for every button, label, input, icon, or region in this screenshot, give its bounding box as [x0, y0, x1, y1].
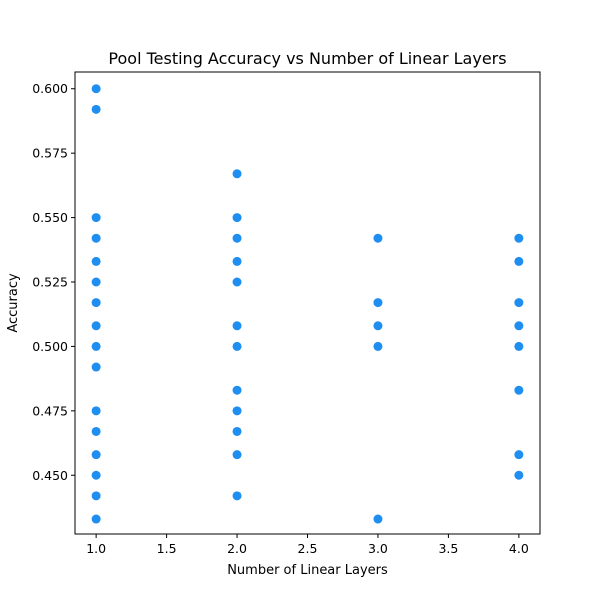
- chart-title: Pool Testing Accuracy vs Number of Linea…: [108, 49, 506, 68]
- y-tick-label: 0.575: [32, 146, 68, 161]
- data-point: [232, 450, 242, 460]
- data-point: [232, 256, 242, 266]
- data-point: [373, 298, 383, 308]
- axis-ticks: 1.0 1.5 2.0 2.5 3.0 3.5 4.0 0.450 0.475 0.500 0.52…: [32, 81, 529, 556]
- data-point: [514, 385, 524, 395]
- x-tick-label: 4.0: [509, 541, 529, 556]
- data-point: [232, 321, 242, 331]
- data-point: [91, 362, 101, 372]
- data-point: [232, 233, 242, 243]
- data-point: [91, 470, 101, 480]
- data-point: [91, 341, 101, 351]
- data-point: [91, 321, 101, 331]
- plot-frame: [74, 71, 541, 535]
- data-points: [91, 84, 524, 524]
- x-axis-label: Number of Linear Layers: [227, 563, 388, 578]
- data-point: [232, 385, 242, 395]
- data-point: [514, 298, 524, 308]
- y-tick-label: 0.450: [32, 468, 68, 483]
- data-point: [91, 233, 101, 243]
- data-point: [91, 84, 101, 94]
- x-tick-label: 2.5: [298, 541, 318, 556]
- data-point: [91, 298, 101, 308]
- data-point: [232, 213, 242, 223]
- y-tick-label: 0.475: [32, 403, 68, 418]
- data-point: [514, 321, 524, 331]
- data-point: [91, 406, 101, 416]
- data-point: [232, 341, 242, 351]
- y-axis-label: Accuracy: [6, 273, 21, 333]
- data-point: [514, 470, 524, 480]
- data-point: [373, 341, 383, 351]
- data-point: [373, 321, 383, 331]
- data-point: [514, 341, 524, 351]
- data-point: [232, 426, 242, 436]
- data-point: [232, 406, 242, 416]
- data-point: [373, 233, 383, 243]
- y-tick-label: 0.600: [32, 81, 68, 96]
- data-point: [91, 450, 101, 460]
- x-tick-label: 1.5: [157, 541, 177, 556]
- data-point: [514, 450, 524, 460]
- x-tick-label: 3.0: [368, 541, 388, 556]
- data-point: [91, 277, 101, 287]
- y-tick-label: 0.550: [32, 210, 68, 225]
- x-tick-label: 3.5: [438, 541, 458, 556]
- data-point: [91, 256, 101, 266]
- x-tick-label: 2.0: [227, 541, 247, 556]
- x-tick-label: 1.0: [86, 541, 106, 556]
- data-point: [91, 213, 101, 223]
- data-point: [514, 233, 524, 243]
- data-point: [91, 426, 101, 436]
- data-point: [373, 514, 383, 524]
- data-point: [91, 514, 101, 524]
- y-tick-label: 0.525: [32, 275, 68, 290]
- data-point: [232, 169, 242, 179]
- y-tick-label: 0.500: [32, 339, 68, 354]
- data-point: [232, 491, 242, 501]
- data-point: [232, 277, 242, 287]
- data-point: [91, 104, 101, 114]
- data-point: [514, 256, 524, 266]
- data-point: [91, 491, 101, 501]
